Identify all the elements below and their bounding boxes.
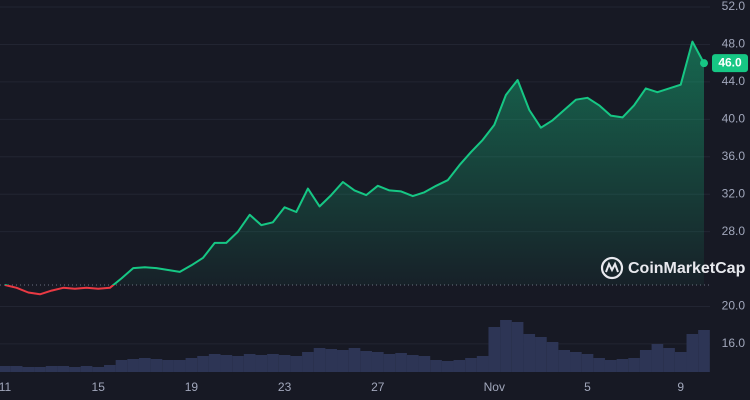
y-tick-label: 48.0: [722, 37, 746, 51]
y-tick-label: 52.0: [722, 0, 746, 13]
volume-bar: [267, 354, 279, 372]
y-tick-label: 28.0: [722, 224, 746, 238]
volume-bar: [616, 359, 629, 372]
volume-bar: [639, 350, 652, 372]
volume-bar: [698, 330, 710, 372]
volume-bar: [302, 352, 314, 372]
watermark: CoinMarketCap: [600, 256, 746, 280]
volume-bar: [162, 360, 174, 372]
volume-bar: [10, 366, 23, 372]
volume-bar: [138, 358, 151, 372]
volume-bar: [278, 355, 291, 372]
volume-bar: [523, 334, 536, 372]
x-tick-label: 9: [677, 380, 684, 394]
volume-bar: [34, 367, 46, 372]
volume-bar: [57, 366, 70, 372]
volume-bar: [127, 359, 139, 372]
volume-bar: [628, 358, 640, 372]
y-tick-label: 32.0: [722, 186, 746, 200]
x-tick-label: 15: [92, 380, 106, 394]
volume-bar: [255, 355, 268, 372]
x-tick-label: 5: [584, 380, 591, 394]
volume-bar: [92, 367, 105, 372]
volume-bar: [418, 356, 431, 372]
logo: [600, 256, 624, 280]
volume-bar: [104, 365, 116, 372]
volume-bar: [546, 342, 559, 372]
volume-bar: [593, 358, 605, 372]
x-tick-label: 27: [371, 380, 385, 394]
volume-bar: [511, 322, 524, 372]
volume-bar: [0, 366, 11, 372]
volume-bar: [500, 320, 512, 372]
volume-bar: [313, 348, 326, 372]
y-tick-label: 40.0: [722, 111, 746, 125]
y-tick-label: 36.0: [722, 149, 746, 163]
x-tick-label: 11: [0, 380, 12, 394]
volume-bar: [383, 354, 396, 372]
volume-bar: [69, 367, 81, 372]
volume-bar: [197, 356, 209, 372]
volume-bar: [348, 348, 361, 372]
watermark-text: CoinMarketCap: [628, 260, 746, 277]
volume-bar: [208, 354, 221, 372]
volume-bar: [476, 356, 489, 372]
volume-bar: [371, 352, 384, 372]
price-line: [4, 40, 705, 296]
volume-bar: [150, 359, 163, 372]
volume-bar: [465, 358, 477, 372]
volume-bar: [535, 337, 547, 372]
price-tag: [712, 54, 748, 73]
price-area: [5, 41, 704, 285]
volume-bar: [430, 360, 442, 372]
y-tick-label: 20.0: [722, 299, 746, 313]
volume-bar: [337, 350, 349, 372]
volume-bar: [220, 355, 233, 372]
y-tick-label: 44.0: [722, 74, 746, 88]
volume-bar: [604, 360, 617, 372]
last-point: [700, 59, 708, 68]
volume-bar: [488, 327, 501, 372]
x-tick-label: 19: [185, 380, 199, 394]
volume-bar: [395, 353, 407, 372]
volume-bar: [232, 356, 244, 372]
volume-bar: [173, 360, 186, 372]
volume-bar: [441, 361, 454, 372]
volume-bar: [406, 355, 419, 372]
volume-bar: [115, 360, 128, 372]
volume-bar: [290, 356, 303, 372]
volume-bar: [453, 360, 466, 372]
volume-bar: [360, 351, 372, 372]
volume-bar: [558, 350, 571, 372]
volume-bar: [80, 366, 93, 372]
x-tick-label: 23: [278, 380, 292, 394]
volume-bar: [45, 366, 58, 372]
price-tag-label: 46.0: [718, 55, 742, 69]
volume-bar: [325, 349, 338, 372]
volume-bar: [570, 352, 582, 372]
volume-bar: [185, 358, 198, 372]
volume-bar: [581, 354, 594, 372]
volume-bar: [663, 348, 675, 372]
volume-bar: [22, 367, 35, 372]
y-tick-label: 16.0: [722, 336, 746, 350]
volume-bar: [686, 334, 699, 372]
volume-bar: [243, 354, 256, 372]
volume-bar: [651, 344, 664, 372]
logo-mark: [605, 261, 619, 273]
x-tick-label: Nov: [484, 380, 505, 394]
volume-bar: [674, 352, 687, 372]
